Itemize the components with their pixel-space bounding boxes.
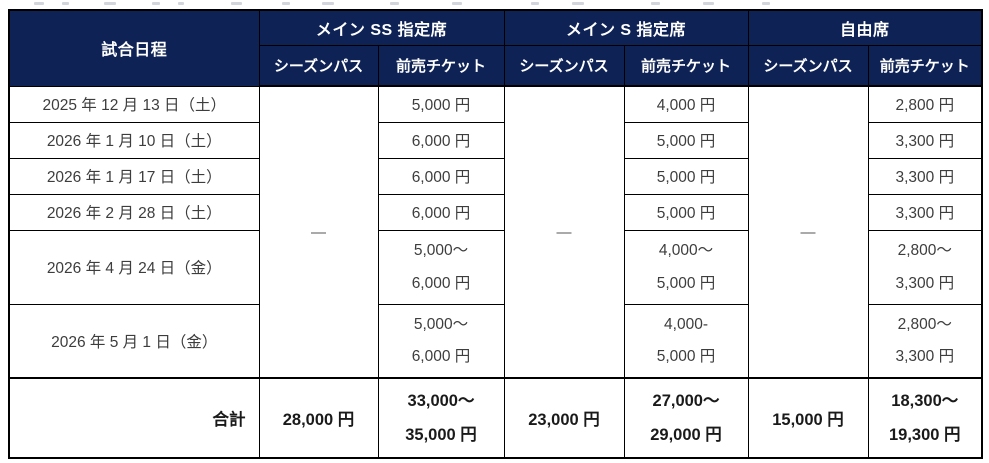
price-free-advance: 3,300 円 [867,121,983,159]
column-header-free-advance-ticket: 前売チケット [867,44,983,87]
cropped-text-remnant [390,2,399,5]
price-main-s-advance: 5,000 円 [623,157,749,195]
cropped-text-remnant [322,2,334,5]
match-date: 2026 年 5 月 1 日（金） [8,303,260,379]
total-main-ss-advance: 33,000～ 35,000 円 [377,377,505,459]
price-free-advance: 3,300 円 [867,157,983,195]
price-line: 5,000 円 [656,274,716,292]
price-line: 18,300～ [891,391,959,410]
price-main-ss-advance: 5,000～ 6,000 円 [377,303,505,379]
cropped-text-remnant [651,2,660,5]
table-row: 2026 年 5 月 1 日（金） 5,000～ 6,000 円 4,000- … [8,303,983,379]
match-date: 2026 年 2 月 28 日（土） [8,193,260,231]
cropped-text-remnant [452,2,462,5]
price-line: 5,000～ [413,315,469,333]
price-main-ss-advance: 6,000 円 [377,157,505,195]
column-header-ss-advance-ticket: 前売チケット [377,44,505,87]
total-free-season-pass: 15,000 円 [747,377,869,459]
total-free-advance: 18,300～ 19,300 円 [867,377,983,459]
price-main-s-advance: 5,000 円 [623,121,749,159]
header-row-ticket-types: シーズンパス 前売チケット シーズンパス 前売チケット シーズンパス 前売チケッ… [9,44,983,87]
column-header-free-seating: 自由席 [747,9,983,46]
table-row: 2026 年 1 月 17 日（土） 6,000 円 5,000 円 3,300… [8,157,983,195]
price-main-s-advance: 5,000 円 [623,193,749,231]
price-main-s-advance: 4,000 円 [623,85,749,123]
table-row: 2025 年 12 月 13 日（土） — 5,000 円 — 4,000 円 … [8,85,983,379]
column-header-main-ss-reserved: メイン SS 指定席 [258,9,505,46]
ticket-price-table: 試合日程 メイン SS 指定席 メイン S 指定席 自由席 シーズンパス 前売チ… [8,9,984,459]
price-line: 5,000～ [413,242,469,260]
cropped-text-remnant [531,2,539,5]
match-date: 2026 年 1 月 10 日（土） [8,121,260,159]
total-label: 合計 [8,377,260,459]
price-line: 6,000 円 [411,348,471,366]
price-line: 4,000～ [658,242,714,260]
cropped-text-remnant [178,2,184,5]
price-line: 3,300 円 [895,274,955,292]
cropped-text-remnant [762,2,770,5]
price-main-ss-advance: 6,000 円 [377,193,505,231]
cropped-text-remnant [231,2,242,5]
price-main-s-advance: 4,000- 5,000 円 [623,303,749,379]
cropped-text-remnant [104,2,116,5]
price-free-advance: 2,800 円 [867,85,983,123]
column-header-main-s-reserved: メイン S 指定席 [503,9,749,46]
cropped-text-remnant [62,2,69,5]
price-line: 29,000 円 [650,425,722,444]
table-row: 2026 年 1 月 10 日（土） 6,000 円 5,000 円 3,300… [8,121,983,159]
price-free-advance: 3,300 円 [867,193,983,231]
match-date: 2026 年 1 月 17 日（土） [8,157,260,195]
total-main-s-advance: 27,000～ 29,000 円 [623,377,749,459]
price-main-ss-advance: 5,000 円 [377,85,505,123]
season-pass-dash-main-s: — [503,85,625,379]
cropped-text-remnant [152,2,160,5]
price-main-ss-advance: 5,000～ 6,000 円 [377,229,505,305]
match-date: 2025 年 12 月 13 日（土） [8,85,260,123]
price-line: 6,000 円 [411,274,471,292]
match-date: 2026 年 4 月 24 日（金） [8,229,260,305]
cropped-text-remnant [34,2,44,5]
season-pass-dash-main-ss: — [258,85,379,379]
price-free-advance: 2,800～ 3,300 円 [867,303,983,379]
column-header-s-season-pass: シーズンパス [503,44,625,87]
price-main-s-advance: 4,000～ 5,000 円 [623,229,749,305]
price-line: 5,000 円 [656,348,716,366]
column-header-match-schedule: 試合日程 [8,9,260,87]
price-main-ss-advance: 6,000 円 [377,121,505,159]
season-pass-dash-free: — [747,85,869,379]
header-row-seat-groups: 試合日程 メイン SS 指定席 メイン S 指定席 自由席 [8,9,983,87]
price-free-advance: 2,800～ 3,300 円 [867,229,983,305]
price-line: 2,800～ [897,315,952,333]
cropped-text-remnant [282,2,290,5]
cropped-text-remnant [703,2,714,5]
price-line: 4,000- [664,315,708,333]
column-header-ss-season-pass: シーズンパス [258,44,379,87]
total-row: 合計 28,000 円 33,000～ 35,000 円 23,000 円 27… [8,377,983,459]
cropped-text-remnants [0,0,989,8]
total-main-ss-season-pass: 28,000 円 [258,377,379,459]
price-line: 2,800～ [897,242,952,260]
total-main-s-season-pass: 23,000 円 [503,377,625,459]
price-line: 19,300 円 [888,425,961,444]
table-row: 2026 年 4 月 24 日（金） 5,000～ 6,000 円 4,000～… [8,229,983,305]
table-row: 2026 年 2 月 28 日（土） 6,000 円 5,000 円 3,300… [8,193,983,231]
price-line: 27,000～ [652,391,720,410]
column-header-s-advance-ticket: 前売チケット [623,44,749,87]
price-line: 33,000～ [407,391,475,410]
price-line: 3,300 円 [895,348,955,366]
column-header-free-season-pass: シーズンパス [747,44,869,87]
price-line: 35,000 円 [405,425,477,444]
cropped-text-remnant [572,2,584,5]
